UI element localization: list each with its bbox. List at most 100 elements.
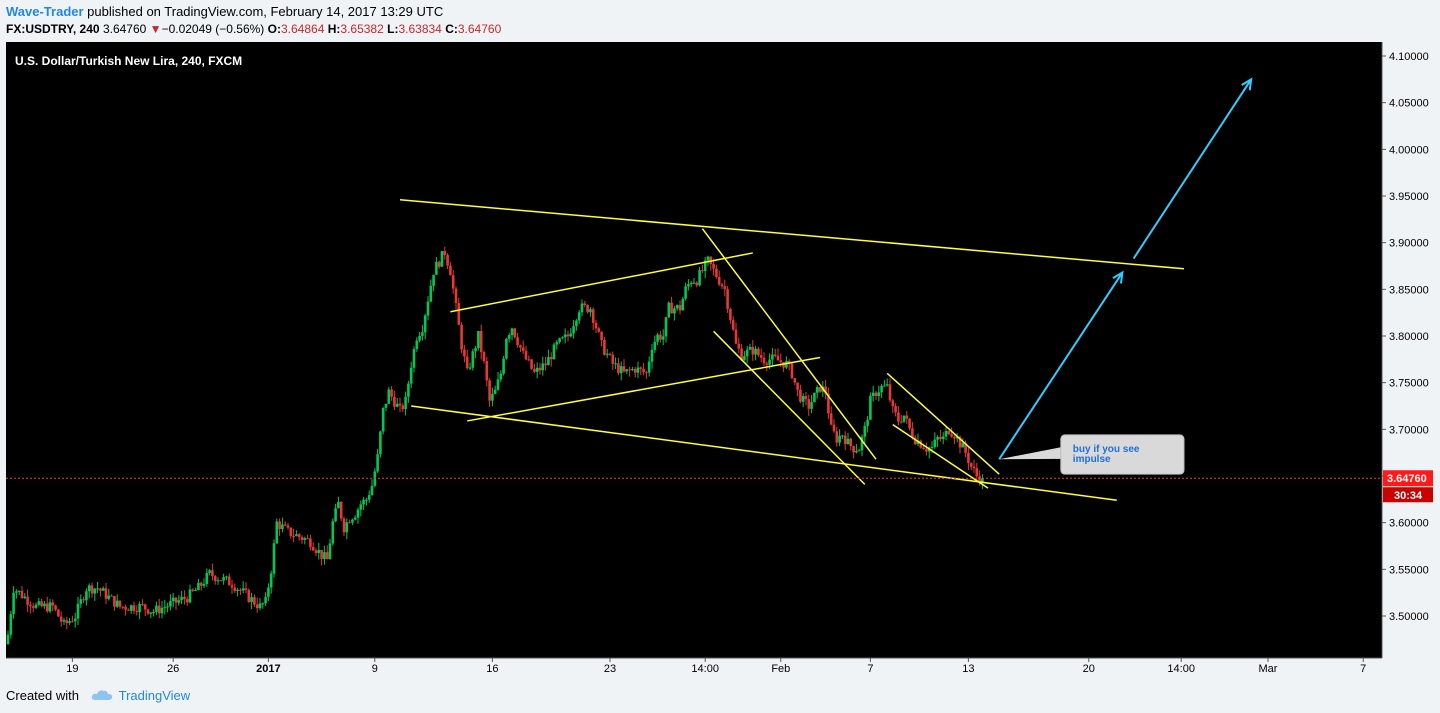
price-axis[interactable]: 4.10000 4.05000 4.00000 3.95000 3.90000 3.850… xyxy=(1382,51,1429,623)
price-change: −0.02049 (−0.56%) xyxy=(161,22,265,36)
candle-down xyxy=(659,334,662,340)
candle-up xyxy=(572,326,575,334)
current-price-badge xyxy=(1383,470,1433,487)
candle-down xyxy=(135,611,139,613)
candle-up xyxy=(258,603,262,609)
candle-down xyxy=(776,355,780,361)
candle-down xyxy=(740,348,743,360)
published-text: published on TradingView.com, February 1… xyxy=(83,4,444,19)
candle-down xyxy=(639,367,643,369)
candle-down xyxy=(773,354,777,356)
candle-down xyxy=(566,334,570,337)
time-tick-label: 23 xyxy=(604,663,616,675)
candle-down xyxy=(779,360,783,363)
candle-up xyxy=(188,589,192,603)
chart-container[interactable]: U.S. Dollar/Turkish New Lira, 240, FXCM … xyxy=(6,42,1434,676)
candle-up xyxy=(748,346,752,350)
candle-down xyxy=(127,609,130,611)
candle-up xyxy=(681,298,685,311)
candle-up xyxy=(202,583,206,586)
candle-down xyxy=(818,387,822,392)
trendline xyxy=(399,198,1185,270)
price-chart[interactable]: U.S. Dollar/Turkish New Lira, 240, FXCM … xyxy=(6,42,1434,676)
candle-up xyxy=(149,612,153,614)
candle-down xyxy=(104,588,108,599)
candle-up xyxy=(367,495,371,500)
candle-up xyxy=(491,393,494,401)
candle-up xyxy=(619,366,623,374)
candle-down xyxy=(751,346,755,355)
candle-up xyxy=(384,403,388,408)
candle-down xyxy=(29,604,32,607)
candle-up xyxy=(295,534,298,537)
candle-up xyxy=(555,342,559,345)
candle-down xyxy=(969,463,973,467)
tradingview-brand-link[interactable]: TradingView xyxy=(118,688,191,703)
publish-header: Wave-Trader published on TradingView.com… xyxy=(0,0,1440,42)
candle-down xyxy=(174,597,178,603)
countdown-badge xyxy=(1383,487,1433,503)
candle-up xyxy=(703,260,707,271)
last-price: 3.64760 xyxy=(102,22,147,36)
candle-down xyxy=(897,412,900,422)
candle-up xyxy=(499,373,503,380)
time-tick-label: Feb xyxy=(771,663,790,675)
author-name[interactable]: Wave-Trader xyxy=(6,4,84,19)
candle-up xyxy=(801,395,805,402)
candle-up xyxy=(272,543,276,574)
price-tick-label: 3.85000 xyxy=(1389,284,1429,296)
candle-down xyxy=(51,602,55,606)
price-tick-label: 4.05000 xyxy=(1389,98,1429,110)
price-tick-label: 3.90000 xyxy=(1389,238,1429,250)
candle-down xyxy=(975,468,979,477)
candle-up xyxy=(317,549,321,553)
candle-up xyxy=(415,340,419,349)
candle-up xyxy=(877,392,881,396)
candle-down xyxy=(849,438,853,447)
candle-up xyxy=(477,330,480,349)
price-tick-label: 3.60000 xyxy=(1389,518,1429,530)
candle-down xyxy=(183,596,186,600)
candle-down xyxy=(513,328,517,338)
trendline xyxy=(450,252,753,313)
candle-up xyxy=(138,603,141,613)
time-tick-label: 16 xyxy=(486,663,498,675)
candle-down xyxy=(701,270,704,272)
candle-down xyxy=(759,355,763,358)
candle-down xyxy=(586,305,589,313)
candle-down xyxy=(978,476,981,483)
candle-down xyxy=(65,620,69,624)
candle-down xyxy=(516,337,519,346)
candle-up xyxy=(379,431,382,455)
candle-down xyxy=(26,596,29,605)
candle-up xyxy=(48,602,52,612)
candle-down xyxy=(54,605,57,610)
candle-up xyxy=(589,309,592,313)
time-tick-label: 7 xyxy=(1360,663,1366,675)
candle-up xyxy=(17,590,21,592)
candle-down xyxy=(712,264,715,269)
candle-down xyxy=(622,366,626,372)
candle-up xyxy=(267,587,270,597)
candle-up xyxy=(353,517,357,520)
candle-up xyxy=(43,603,46,607)
candle-down xyxy=(967,452,970,464)
candle-up xyxy=(432,274,435,286)
price-tick-label: 3.75000 xyxy=(1389,378,1429,390)
candle-up xyxy=(857,450,861,452)
candle-up xyxy=(771,354,774,360)
candle-up xyxy=(961,443,965,448)
candle-down xyxy=(720,284,724,287)
candle-up xyxy=(216,580,220,582)
candle-down xyxy=(530,359,533,369)
candle-down xyxy=(141,603,144,605)
candle-up xyxy=(496,379,500,390)
plot-area[interactable] xyxy=(6,42,1382,658)
arrow-head-icon xyxy=(1112,270,1124,284)
candle-up xyxy=(85,591,88,601)
time-axis[interactable]: 19 26 2017 9 16 23 14:00 Feb 7 13 20 14:00 Mar 7 xyxy=(66,658,1366,675)
candle-up xyxy=(631,369,634,371)
candle-up xyxy=(552,344,556,360)
candle-down xyxy=(953,436,956,439)
